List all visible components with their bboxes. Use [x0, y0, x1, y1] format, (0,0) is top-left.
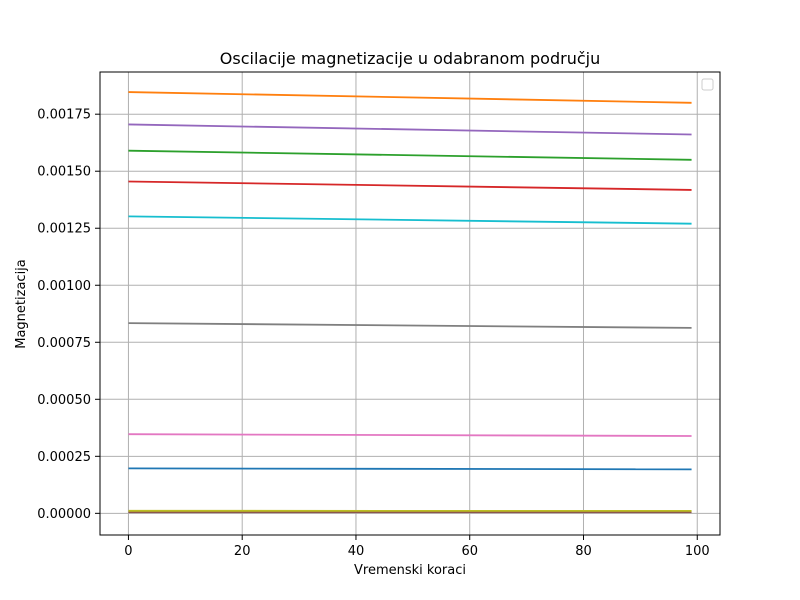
- series-line: [128, 91, 692, 104]
- y-tick-label: 0.00050: [37, 393, 91, 408]
- grid: [100, 72, 720, 535]
- series-line: [128, 149, 692, 161]
- plot-frame: [99, 71, 721, 536]
- series-group: [128, 91, 692, 514]
- chart-title: Oscilacije magnetizacije u odabranom pod…: [220, 49, 600, 68]
- x-tick-label: 100: [685, 544, 710, 559]
- x-axis: 0 20 40 60 80 100: [124, 535, 710, 559]
- x-tick-label: 0: [124, 544, 132, 559]
- x-tick-label: 60: [461, 544, 478, 559]
- y-tick-label: 0.00025: [37, 450, 91, 465]
- series-line: [128, 215, 692, 225]
- x-axis-label: Vremenski koraci: [354, 563, 466, 578]
- y-tick-label: 0.00075: [37, 336, 91, 351]
- y-tick-label: 0.00175: [37, 108, 91, 123]
- series-line: [128, 322, 692, 329]
- y-tick-label: 0.00125: [37, 222, 91, 237]
- x-tick-label: 40: [348, 544, 365, 559]
- series-line: [128, 433, 692, 437]
- y-tick-label: 0.00100: [37, 279, 91, 294]
- series-line: [128, 180, 692, 191]
- y-tick-label: 0.00000: [37, 507, 91, 522]
- series-line: [128, 467, 692, 471]
- y-tick-label: 0.00150: [37, 165, 91, 180]
- y-axis-label: Magnetizacija: [14, 259, 29, 349]
- legend: [701, 78, 714, 91]
- x-tick-label: 20: [234, 544, 251, 559]
- x-tick-label: 80: [575, 544, 592, 559]
- y-axis: 0.00000 0.00025 0.00050 0.00075 0.00100 0.001…: [37, 108, 100, 522]
- series-line: [128, 123, 692, 136]
